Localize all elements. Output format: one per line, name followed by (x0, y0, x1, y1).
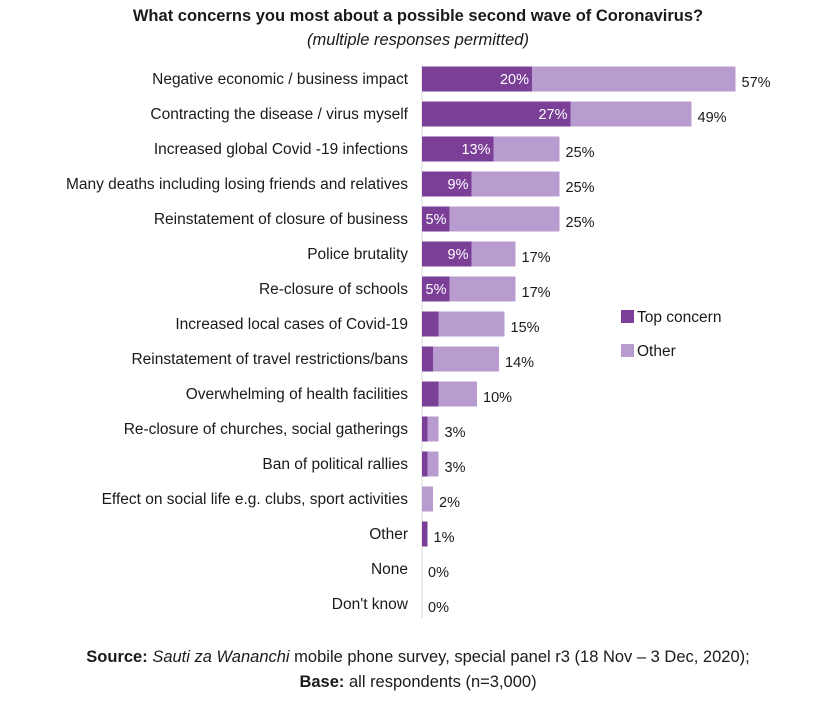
legend-label: Other (637, 343, 676, 360)
bar-top-concern (422, 66, 532, 92)
segment-label: 5% (426, 282, 447, 298)
category-label: Re-closure of churches, social gathering… (124, 421, 409, 438)
bar-other (422, 486, 433, 512)
base-note: Base: all respondents (n=3,000) (0, 673, 836, 692)
category-label: Reinstatement of closure of business (154, 211, 408, 228)
bar-other (449, 276, 516, 302)
base-text: all respondents (n=3,000) (344, 673, 537, 691)
bar-top-concern (422, 136, 494, 162)
bar-other (438, 381, 477, 407)
category-label: Re-closure of schools (259, 281, 408, 298)
total-label: 2% (439, 495, 460, 511)
category-label: Increased local cases of Covid-19 (175, 316, 408, 333)
bar-top-concern (422, 241, 472, 267)
legend-swatch (621, 310, 634, 323)
category-label: Other (369, 526, 408, 543)
bar-other (427, 451, 439, 477)
segment-label: 20% (500, 72, 529, 88)
total-label: 0% (428, 565, 449, 581)
total-label: 25% (566, 180, 595, 196)
total-label: 17% (522, 285, 551, 301)
total-label: 10% (483, 390, 512, 406)
bar-top-concern (422, 276, 450, 302)
total-label: 15% (511, 320, 540, 336)
total-label: 49% (698, 110, 727, 126)
total-label: 14% (505, 355, 534, 371)
category-label: Effect on social life e.g. clubs, sport … (102, 491, 409, 508)
total-label: 57% (742, 75, 771, 91)
source-title: Sauti za Wananchi (152, 648, 290, 666)
category-label: Reinstatement of travel restrictions/ban… (131, 351, 408, 368)
segment-label: 5% (426, 212, 447, 228)
legend-label: Top concern (637, 309, 721, 326)
bar-other (471, 241, 516, 267)
chart-subtitle: (multiple responses permitted) (307, 31, 529, 49)
total-label: 25% (566, 215, 595, 231)
category-label: Increased global Covid -19 infections (154, 141, 408, 158)
bar-other (532, 66, 736, 92)
bar-other (427, 416, 439, 442)
category-label: Don't know (332, 596, 409, 613)
legend-swatch (621, 344, 634, 357)
segment-label: 9% (448, 247, 469, 263)
bar-top-concern (422, 346, 433, 372)
category-label: Overwhelming of health facilities (186, 386, 409, 403)
bar-top-concern (422, 381, 439, 407)
bar-other (438, 311, 505, 337)
category-label: Police brutality (307, 246, 408, 263)
category-label: Negative economic / business impact (152, 71, 409, 88)
segment-label: 9% (448, 177, 469, 193)
category-label: None (371, 561, 408, 578)
bar-other (433, 346, 499, 372)
segment-label: 13% (461, 142, 490, 158)
total-label: 0% (428, 600, 449, 616)
bar-other (493, 136, 560, 162)
source-note: Source: Sauti za Wananchi mobile phone s… (0, 648, 836, 667)
bar-other (449, 206, 560, 232)
total-label: 17% (522, 250, 551, 266)
stacked-bar-chart: Negative economic / business impact 20% 57… (66, 64, 771, 619)
source-text: mobile phone survey, special panel r3 (1… (289, 648, 750, 666)
base-label: Base: (299, 673, 345, 691)
category-label: Contracting the disease / virus myself (150, 106, 408, 123)
total-label: 25% (566, 145, 595, 161)
segment-label: 27% (538, 107, 567, 123)
bar-other (471, 171, 560, 197)
bar-top-concern (422, 171, 472, 197)
bar-other (570, 101, 692, 127)
bar-top-concern (422, 206, 450, 232)
bar-top-concern (422, 451, 428, 477)
chart-title: What concerns you most about a possible … (132, 7, 704, 25)
bar-top-concern (422, 521, 428, 547)
bar-top-concern (422, 416, 428, 442)
total-label: 1% (434, 530, 455, 546)
category-label: Ban of political rallies (262, 456, 408, 473)
bar-top-concern (422, 101, 571, 127)
total-label: 3% (445, 460, 466, 476)
category-label: Many deaths including losing friends and… (66, 176, 408, 193)
total-label: 3% (445, 425, 466, 441)
bar-top-concern (422, 311, 439, 337)
source-label: Source: (86, 648, 148, 666)
